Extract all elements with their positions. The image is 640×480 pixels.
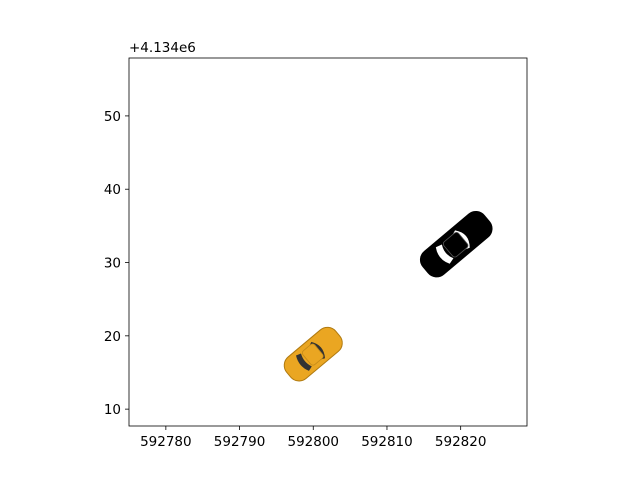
y-tick-label: 40 — [104, 182, 121, 198]
car — [283, 326, 343, 382]
x-tick-label: 592790 — [214, 434, 266, 450]
x-tick-label: 592810 — [361, 434, 413, 450]
y-tick-label: 20 — [104, 329, 121, 345]
y-offset-label: +4.134e6 — [129, 40, 196, 56]
car-rear-window — [435, 244, 454, 264]
car-rear-window — [295, 353, 312, 371]
car-roof — [301, 343, 324, 366]
x-tick-label: 592820 — [435, 434, 487, 450]
car-roof — [442, 232, 469, 258]
y-tick-label: 10 — [104, 402, 121, 418]
x-tick-label: 592800 — [287, 434, 339, 450]
y-tick-label: 50 — [104, 109, 121, 125]
car — [419, 210, 493, 278]
x-tick-label: 592780 — [140, 434, 192, 450]
plot-frame — [128, 57, 528, 427]
y-tick-label: 30 — [104, 256, 121, 272]
